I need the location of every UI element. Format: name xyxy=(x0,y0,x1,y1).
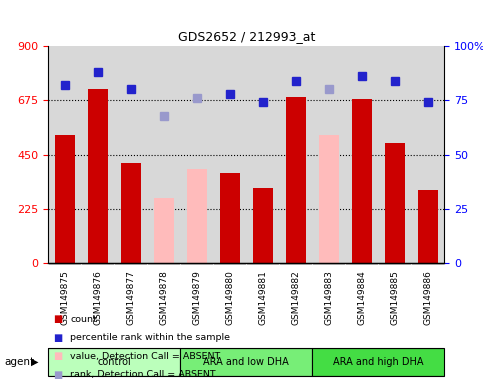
Text: count: count xyxy=(70,315,97,324)
Text: GSM149882: GSM149882 xyxy=(291,270,300,324)
Text: GSM149879: GSM149879 xyxy=(192,270,201,325)
Bar xyxy=(121,163,141,263)
Text: agent: agent xyxy=(5,357,35,367)
Text: percentile rank within the sample: percentile rank within the sample xyxy=(70,333,230,342)
Bar xyxy=(319,135,339,263)
Bar xyxy=(154,198,174,263)
Text: GSM149886: GSM149886 xyxy=(424,270,432,325)
Text: ARA and high DHA: ARA and high DHA xyxy=(333,357,424,367)
Text: ■: ■ xyxy=(53,370,62,380)
Text: ■: ■ xyxy=(53,333,62,343)
Text: GSM149875: GSM149875 xyxy=(60,270,69,325)
Text: GSM149877: GSM149877 xyxy=(127,270,135,325)
Text: GSM149885: GSM149885 xyxy=(390,270,399,325)
Text: GSM149876: GSM149876 xyxy=(93,270,102,325)
Text: value, Detection Call = ABSENT: value, Detection Call = ABSENT xyxy=(70,352,220,361)
FancyBboxPatch shape xyxy=(180,348,313,376)
Bar xyxy=(220,173,240,263)
Text: GSM149878: GSM149878 xyxy=(159,270,168,325)
Bar xyxy=(385,142,405,263)
Bar xyxy=(55,135,75,263)
Text: ■: ■ xyxy=(53,314,62,324)
Text: control: control xyxy=(98,357,131,367)
Bar xyxy=(286,97,306,263)
Bar xyxy=(187,169,207,263)
Bar xyxy=(88,89,108,263)
Bar xyxy=(352,99,372,263)
Text: GSM149880: GSM149880 xyxy=(226,270,234,325)
Bar xyxy=(418,190,438,263)
Text: ARA and low DHA: ARA and low DHA xyxy=(203,357,289,367)
FancyBboxPatch shape xyxy=(48,348,180,376)
Text: GSM149884: GSM149884 xyxy=(357,270,366,324)
Text: ▶: ▶ xyxy=(31,357,39,367)
Text: GSM149883: GSM149883 xyxy=(325,270,333,325)
Text: ■: ■ xyxy=(53,351,62,361)
FancyBboxPatch shape xyxy=(313,348,444,376)
Text: GSM149881: GSM149881 xyxy=(258,270,267,325)
Title: GDS2652 / 212993_at: GDS2652 / 212993_at xyxy=(178,30,315,43)
Bar xyxy=(253,188,273,263)
Text: rank, Detection Call = ABSENT: rank, Detection Call = ABSENT xyxy=(70,370,216,379)
